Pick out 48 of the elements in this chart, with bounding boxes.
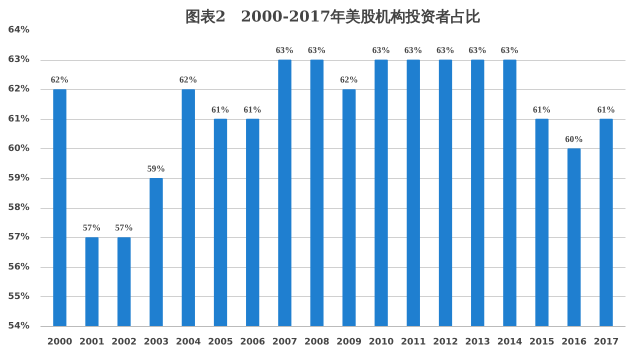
y-tick-label: 63% <box>8 55 30 66</box>
x-tick-label: 2015 <box>529 338 554 347</box>
x-tick-label: 2004 <box>176 338 201 347</box>
data-label: 63% <box>436 45 454 56</box>
data-label: 62% <box>340 74 358 85</box>
x-tick-label: 2000 <box>47 338 72 347</box>
x-tick-label: 2002 <box>112 338 137 347</box>
x-tick-label: 2010 <box>368 338 394 347</box>
data-label: 61% <box>212 104 230 114</box>
chart-title: 图表2 2000-2017年美股机构投资者占比 <box>185 8 481 26</box>
x-tick-label: 2011 <box>400 338 426 347</box>
y-tick-label: 64% <box>8 26 30 36</box>
y-tick-label: 62% <box>8 84 30 95</box>
data-label: 63% <box>500 45 519 56</box>
y-tick-label: 60% <box>8 144 30 154</box>
y-tick-label: 57% <box>8 232 30 243</box>
data-label: 62% <box>50 74 69 85</box>
x-tick-label: 2007 <box>272 338 298 347</box>
x-tick-label: 2006 <box>240 338 266 347</box>
data-label: 63% <box>404 45 422 56</box>
x-tick-label: 2003 <box>144 338 169 347</box>
data-label: 63% <box>468 45 487 56</box>
data-label: 61% <box>244 104 262 114</box>
data-label: 61% <box>532 104 551 114</box>
data-label: 59% <box>147 164 166 174</box>
data-label: 63% <box>308 45 326 56</box>
data-label: 60% <box>565 134 584 144</box>
data-label: 63% <box>276 45 294 56</box>
data-label: 57% <box>115 222 134 233</box>
y-tick-label: 56% <box>8 262 30 272</box>
x-tick-label: 2005 <box>208 338 234 347</box>
x-tick-label: 2013 <box>465 338 490 347</box>
y-tick-label: 59% <box>8 174 30 184</box>
y-tick-label: 55% <box>8 292 30 302</box>
data-label: 61% <box>597 104 616 114</box>
x-tick-label: 2008 <box>304 338 330 347</box>
y-tick-label: 58% <box>8 203 30 214</box>
y-tick-label: 54% <box>8 322 30 332</box>
x-tick-label: 2001 <box>79 338 104 347</box>
data-label: 63% <box>372 45 390 56</box>
x-tick-label: 2014 <box>497 338 522 347</box>
data-label: 57% <box>82 222 101 233</box>
x-tick-label: 2016 <box>562 338 587 347</box>
y-tick-label: 61% <box>8 114 30 124</box>
x-tick-label: 2017 <box>594 338 619 347</box>
data-label: 62% <box>179 74 198 85</box>
x-tick-label: 2009 <box>336 338 362 347</box>
x-tick-label: 2012 <box>432 338 458 347</box>
